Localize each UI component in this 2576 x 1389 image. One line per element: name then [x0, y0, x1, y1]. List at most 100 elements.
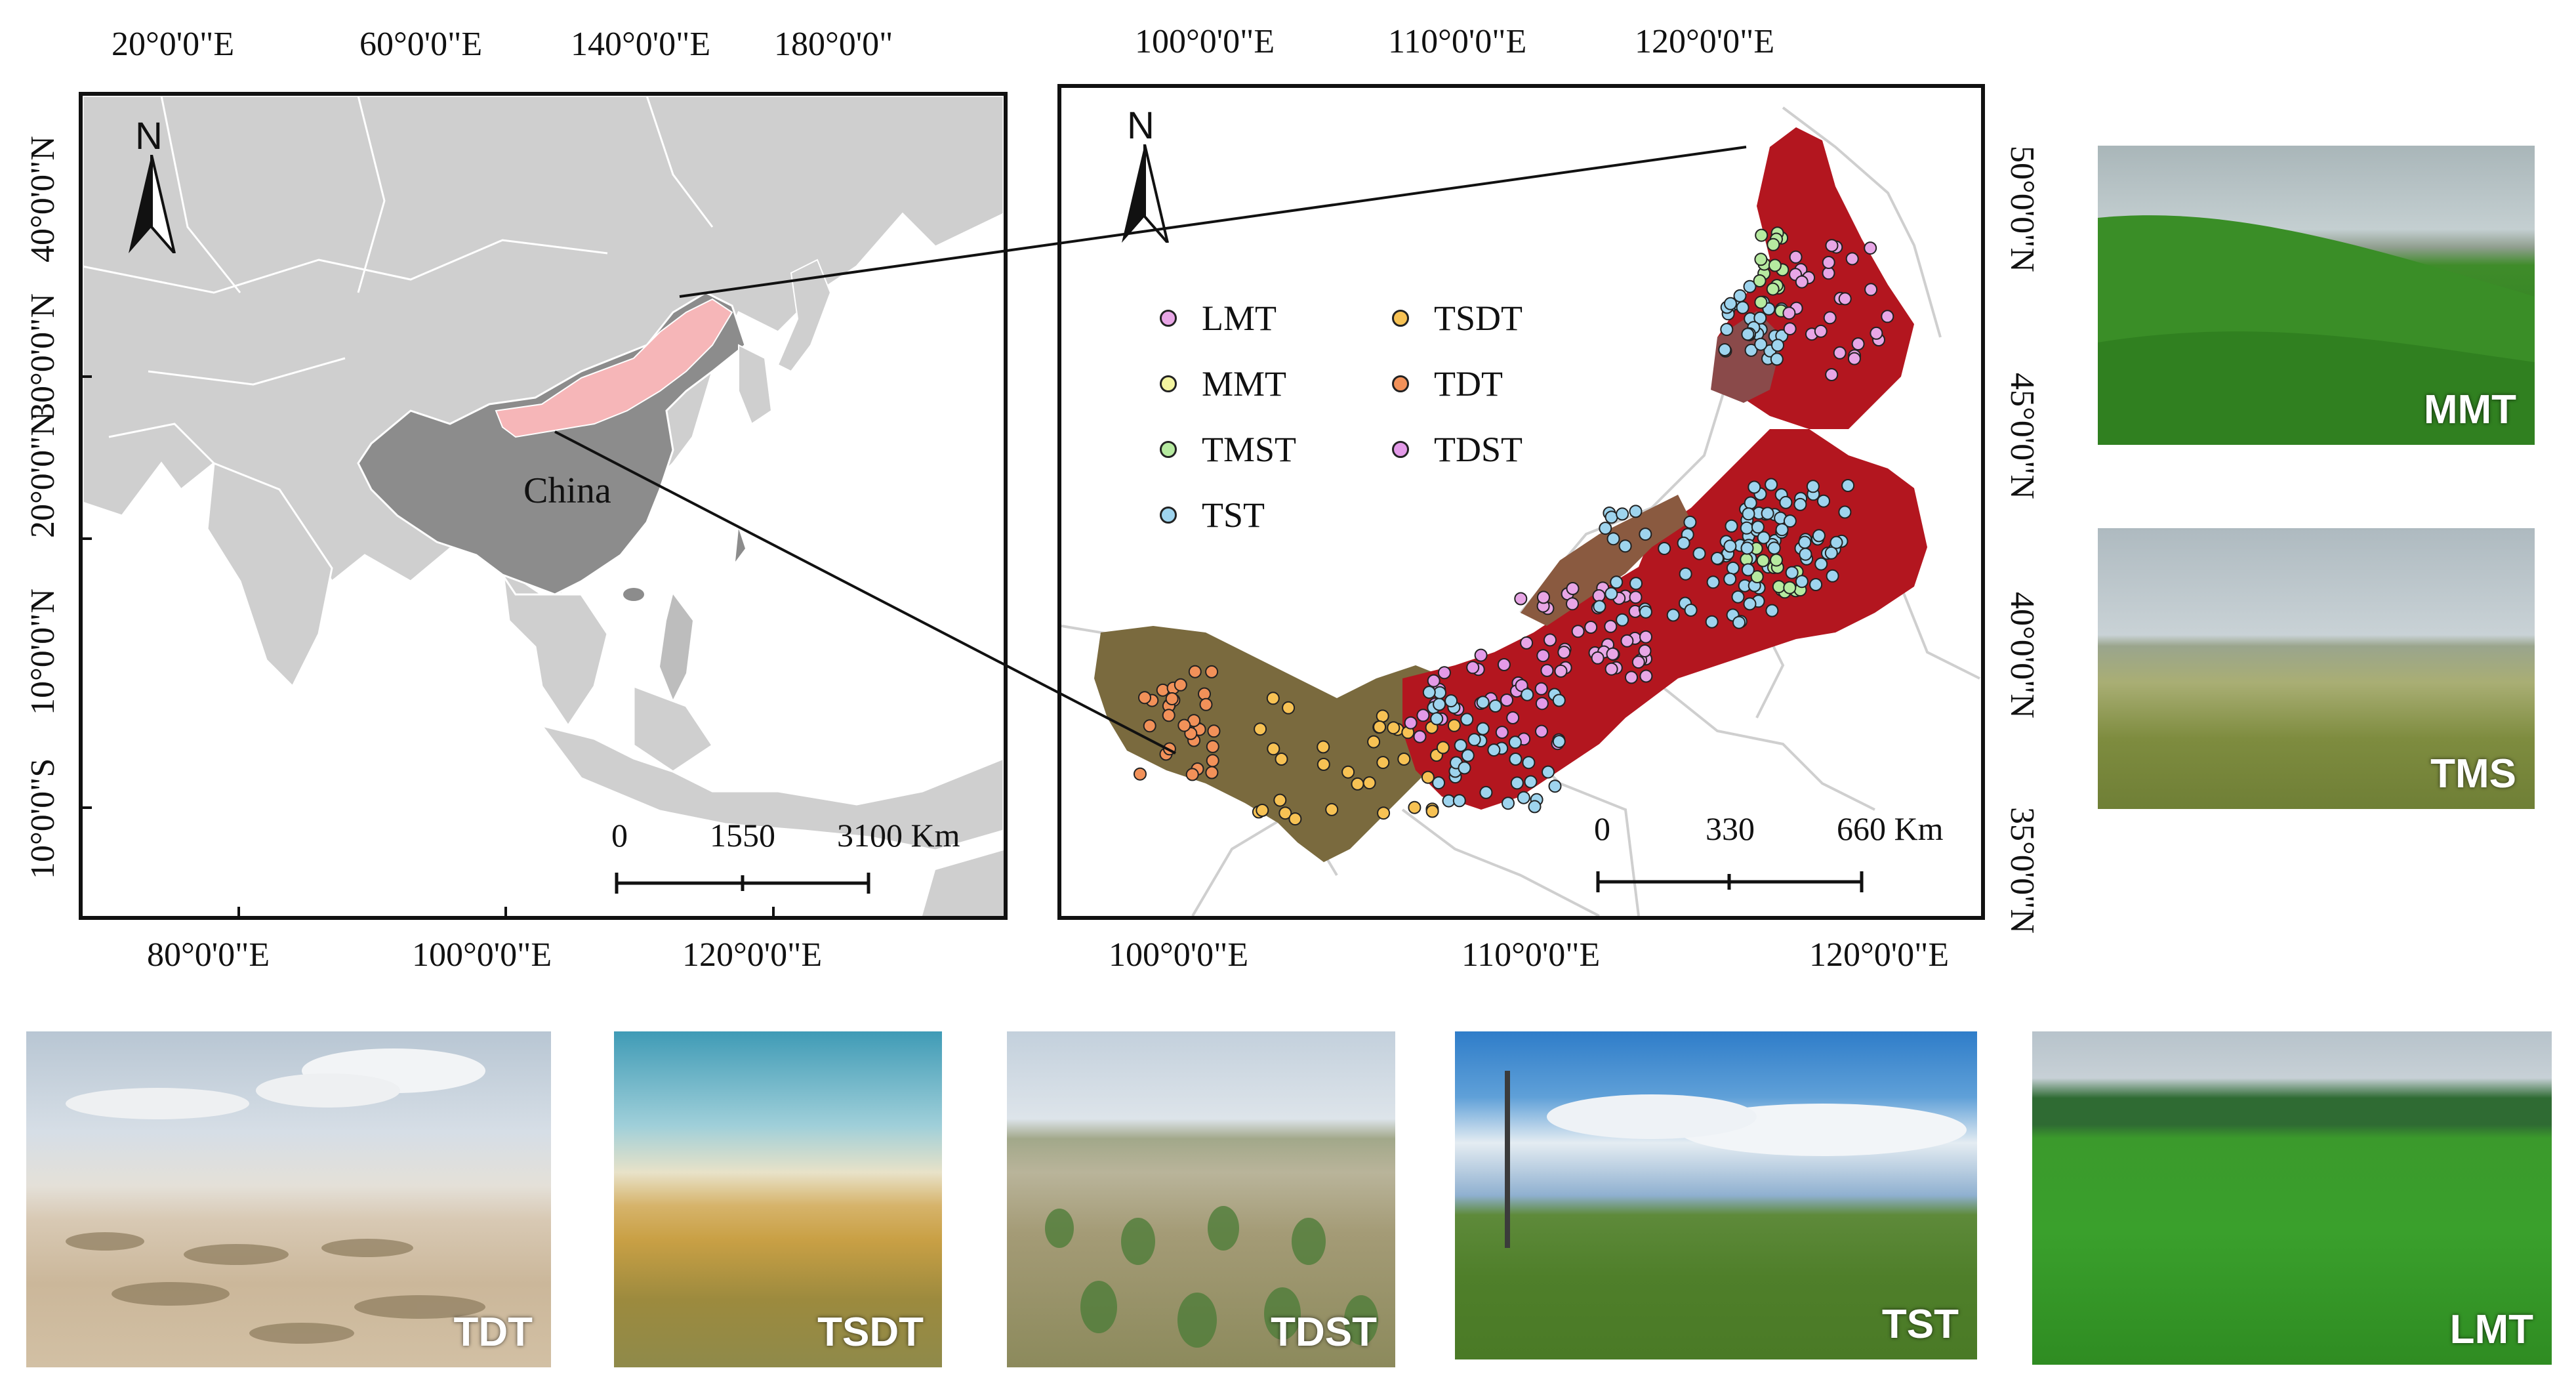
scale-bar [615, 873, 870, 894]
sample-point [1275, 753, 1288, 766]
sample-point [1748, 480, 1761, 494]
sample-point [1207, 724, 1221, 738]
legend-tsdt: TSDT [1392, 298, 1523, 339]
sample-point [1554, 664, 1568, 678]
sample-point [1732, 615, 1746, 629]
sample-point [1726, 561, 1740, 575]
photo-lmt-label: LMT [2449, 1307, 2533, 1352]
sample-point [1476, 695, 1490, 709]
sample-point [1847, 352, 1861, 365]
north-label-right: N [1127, 104, 1155, 147]
sample-point [1606, 532, 1620, 546]
sample-point [1723, 539, 1737, 553]
sample-point [1599, 522, 1612, 535]
sample-point [1770, 553, 1783, 567]
sample-point [1720, 323, 1734, 337]
sample-point [1870, 326, 1883, 340]
sample-point [1266, 692, 1280, 705]
legend-tsdt-label: TSDT [1434, 299, 1523, 338]
legend-tst-swatch [1160, 507, 1177, 524]
bottom-tick-2: 120°0'0"E [682, 936, 823, 974]
photo-tst: TST [1455, 1031, 1977, 1359]
sample-point [1631, 655, 1645, 669]
sample-point [1783, 581, 1797, 594]
sample-point [1756, 554, 1770, 568]
sample-point [1205, 665, 1219, 678]
scale-label-mid: 1550 [710, 817, 775, 854]
sample-point [1740, 521, 1753, 535]
study-area-map-frame: N LMT TSDT MMT TDT TMST TDST TST 0 330 6… [1057, 84, 1985, 920]
sample-point [1753, 274, 1767, 287]
sample-point [1397, 753, 1411, 766]
sample-point [1799, 547, 1812, 561]
sample-point [1744, 496, 1757, 510]
sample-point [1510, 776, 1524, 790]
legend-mmt-swatch [1160, 375, 1177, 392]
scale-label-mid-right: 330 [1706, 810, 1755, 847]
photo-tdt-label: TDT [453, 1310, 533, 1355]
sample-point [1206, 754, 1219, 768]
bottom-tick-0: 80°0'0"E [147, 936, 270, 974]
sample-point [1771, 339, 1784, 352]
sample-point [1362, 776, 1376, 790]
sample-point [1535, 697, 1549, 711]
legend-tsdt-swatch [1392, 310, 1409, 327]
sample-point [1684, 604, 1698, 617]
sample-point [1188, 665, 1202, 678]
sample-point [1770, 352, 1784, 366]
legend-tdst-label: TDST [1434, 430, 1523, 469]
left-tick-0: 40°0'0"N [24, 136, 62, 262]
legend-tst: TST [1160, 495, 1265, 535]
sample-point [1761, 507, 1774, 520]
sample-point [1427, 674, 1441, 688]
sample-point [1256, 804, 1269, 817]
sample-point [1793, 497, 1807, 511]
bottom-tick-1: 100°0'0"E [412, 936, 552, 974]
sample-point [1278, 806, 1292, 820]
region-central [1402, 429, 1927, 810]
sample-point [1416, 709, 1430, 722]
sample-point [1508, 736, 1522, 749]
sample-point [1779, 495, 1793, 509]
sample-point [1534, 682, 1548, 695]
sample-point [1795, 575, 1809, 589]
sample-point [1317, 758, 1330, 771]
sample-point [1536, 649, 1550, 663]
sample-point [1162, 742, 1176, 756]
sample-point [1282, 701, 1296, 715]
sample-point [1706, 575, 1720, 589]
right-tick-2: 40°0'0"N [2003, 592, 2041, 718]
sample-point [1775, 523, 1789, 537]
sample-point [1514, 592, 1528, 606]
sample-point [1542, 765, 1555, 779]
sample-point [1755, 228, 1768, 242]
sample-point [1826, 569, 1839, 583]
sample-point [1367, 735, 1381, 749]
sample-point [1566, 597, 1579, 611]
sample-point [1723, 572, 1737, 586]
right-tick-0: 50°0'0"N [2003, 146, 2041, 272]
sample-point [1461, 749, 1475, 762]
photo-tms-label: TMS [2430, 751, 2516, 797]
sample-point [1825, 368, 1839, 381]
sample-point [1479, 785, 1493, 799]
sample-point [1509, 753, 1523, 766]
sample-point [1743, 597, 1757, 611]
legend-lmt: LMT [1160, 298, 1277, 339]
sample-point [1408, 800, 1421, 814]
sample-point [1683, 515, 1697, 529]
sample-point [1638, 644, 1652, 657]
left-tick-4: 10°0'0"S [24, 758, 62, 879]
sample-point [1506, 711, 1520, 724]
sample-point [1466, 661, 1480, 674]
right-tick-3: 35°0'0"N [2003, 807, 2041, 934]
sample-point [1605, 587, 1618, 600]
sample-point [1174, 678, 1187, 692]
sample-point [1535, 724, 1548, 738]
sample-point [1537, 591, 1550, 604]
sample-point [1616, 507, 1629, 521]
sample-point [1206, 739, 1219, 753]
sample-point [1552, 735, 1566, 749]
sample-point [1404, 716, 1418, 730]
australia [922, 850, 1004, 916]
